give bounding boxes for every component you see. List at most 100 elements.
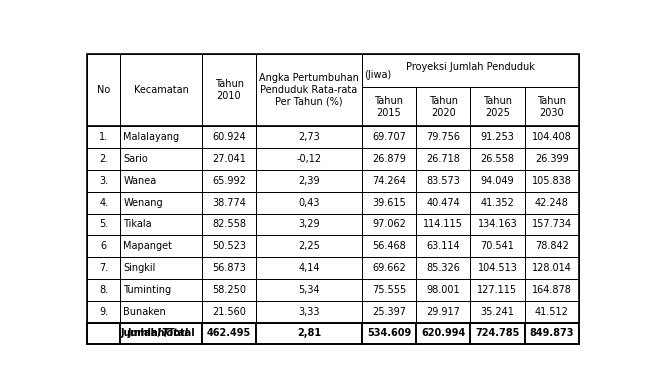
Text: 127.115: 127.115 [478, 285, 517, 295]
Text: 7.: 7. [99, 263, 109, 273]
Bar [120, 214, 202, 235]
Text: 724.785: 724.785 [475, 328, 520, 338]
Bar [416, 235, 471, 257]
Text: 39.615: 39.615 [372, 198, 406, 208]
Text: Tahun
2030: Tahun 2030 [538, 96, 566, 118]
Text: 6: 6 [101, 241, 107, 251]
Text: 620.994: 620.994 [421, 328, 465, 338]
Bar [471, 87, 525, 126]
Bar [256, 192, 362, 214]
Text: 56.873: 56.873 [212, 263, 246, 273]
Bar [416, 126, 471, 148]
Text: 534.609: 534.609 [367, 328, 411, 338]
Text: 79.756: 79.756 [426, 132, 460, 142]
Bar [362, 170, 416, 192]
Bar [202, 301, 256, 323]
Bar [416, 87, 471, 126]
Bar [525, 87, 579, 126]
Bar [87, 54, 120, 126]
Text: 70.541: 70.541 [480, 241, 514, 251]
Text: 91.253: 91.253 [480, 132, 514, 142]
Text: 69.662: 69.662 [372, 263, 406, 273]
Text: 157.734: 157.734 [532, 220, 572, 229]
Bar [471, 214, 525, 235]
Bar [362, 279, 416, 301]
Text: Wenang: Wenang [124, 198, 163, 208]
Text: 40.474: 40.474 [426, 198, 460, 208]
Text: Total: Total [161, 328, 188, 338]
Bar [202, 235, 256, 257]
Bar [256, 235, 362, 257]
Text: 5,34: 5,34 [298, 285, 320, 295]
Bar [87, 257, 120, 279]
Bar [120, 192, 202, 214]
Text: 63.114: 63.114 [426, 241, 460, 251]
Bar [362, 214, 416, 235]
Text: Proyeksi Jumlah Penduduk: Proyeksi Jumlah Penduduk [406, 62, 535, 72]
Text: Angka Pertumbuhan
Penduduk Rata-rata
Per Tahun (%): Angka Pertumbuhan Penduduk Rata-rata Per… [259, 73, 359, 107]
Text: 74.264: 74.264 [372, 176, 406, 186]
Bar [202, 126, 256, 148]
Bar [87, 323, 120, 344]
Bar [416, 170, 471, 192]
Text: Tahun
2015: Tahun 2015 [374, 96, 404, 118]
Text: Tikala: Tikala [124, 220, 152, 229]
Text: Malalayang: Malalayang [124, 132, 179, 142]
Bar [471, 235, 525, 257]
Bar [120, 323, 202, 344]
Text: 8.: 8. [99, 285, 109, 295]
Bar [416, 257, 471, 279]
Text: 94.049: 94.049 [481, 176, 514, 186]
Bar [471, 192, 525, 214]
Text: 50.523: 50.523 [212, 241, 246, 251]
Bar [256, 214, 362, 235]
Bar [87, 170, 120, 192]
Text: 114.115: 114.115 [423, 220, 463, 229]
Bar [256, 126, 362, 148]
Bar [471, 257, 525, 279]
Text: No: No [98, 85, 111, 95]
Bar [525, 126, 579, 148]
Bar [416, 192, 471, 214]
Bar [362, 148, 416, 170]
Text: 26.558: 26.558 [480, 154, 515, 164]
Text: 58.250: 58.250 [212, 285, 246, 295]
Text: 9.: 9. [99, 307, 109, 317]
Bar [87, 235, 120, 257]
Bar [362, 323, 416, 344]
Bar [202, 323, 256, 344]
Bar [525, 214, 579, 235]
Text: Sario: Sario [124, 154, 148, 164]
Text: 65.992: 65.992 [212, 176, 246, 186]
Bar [120, 54, 202, 126]
Text: Mapanget: Mapanget [124, 241, 172, 251]
Text: Tahun
2020: Tahun 2020 [429, 96, 458, 118]
Bar [416, 148, 471, 170]
Text: 4,14: 4,14 [298, 263, 320, 273]
Bar [362, 126, 416, 148]
Text: Jumlah/​Total: Jumlah/​Total [127, 328, 195, 338]
Text: Tahun
2025: Tahun 2025 [483, 96, 512, 118]
Bar [416, 301, 471, 323]
Bar [256, 279, 362, 301]
Text: 26.399: 26.399 [535, 154, 569, 164]
Bar [256, 323, 362, 344]
Bar [202, 192, 256, 214]
Text: 26.879: 26.879 [372, 154, 406, 164]
Bar [362, 301, 416, 323]
Bar [525, 301, 579, 323]
Bar [256, 257, 362, 279]
Text: 2.: 2. [99, 154, 109, 164]
Bar [202, 257, 256, 279]
Bar [525, 257, 579, 279]
Text: 3,33: 3,33 [298, 307, 320, 317]
Bar [120, 301, 202, 323]
Bar [120, 279, 202, 301]
Text: 2,73: 2,73 [298, 132, 320, 142]
Bar [87, 301, 120, 323]
Bar [471, 148, 525, 170]
Text: 2,81: 2,81 [297, 328, 321, 338]
Text: 41.512: 41.512 [535, 307, 569, 317]
Bar [87, 126, 120, 148]
Text: -0,12: -0,12 [296, 154, 322, 164]
